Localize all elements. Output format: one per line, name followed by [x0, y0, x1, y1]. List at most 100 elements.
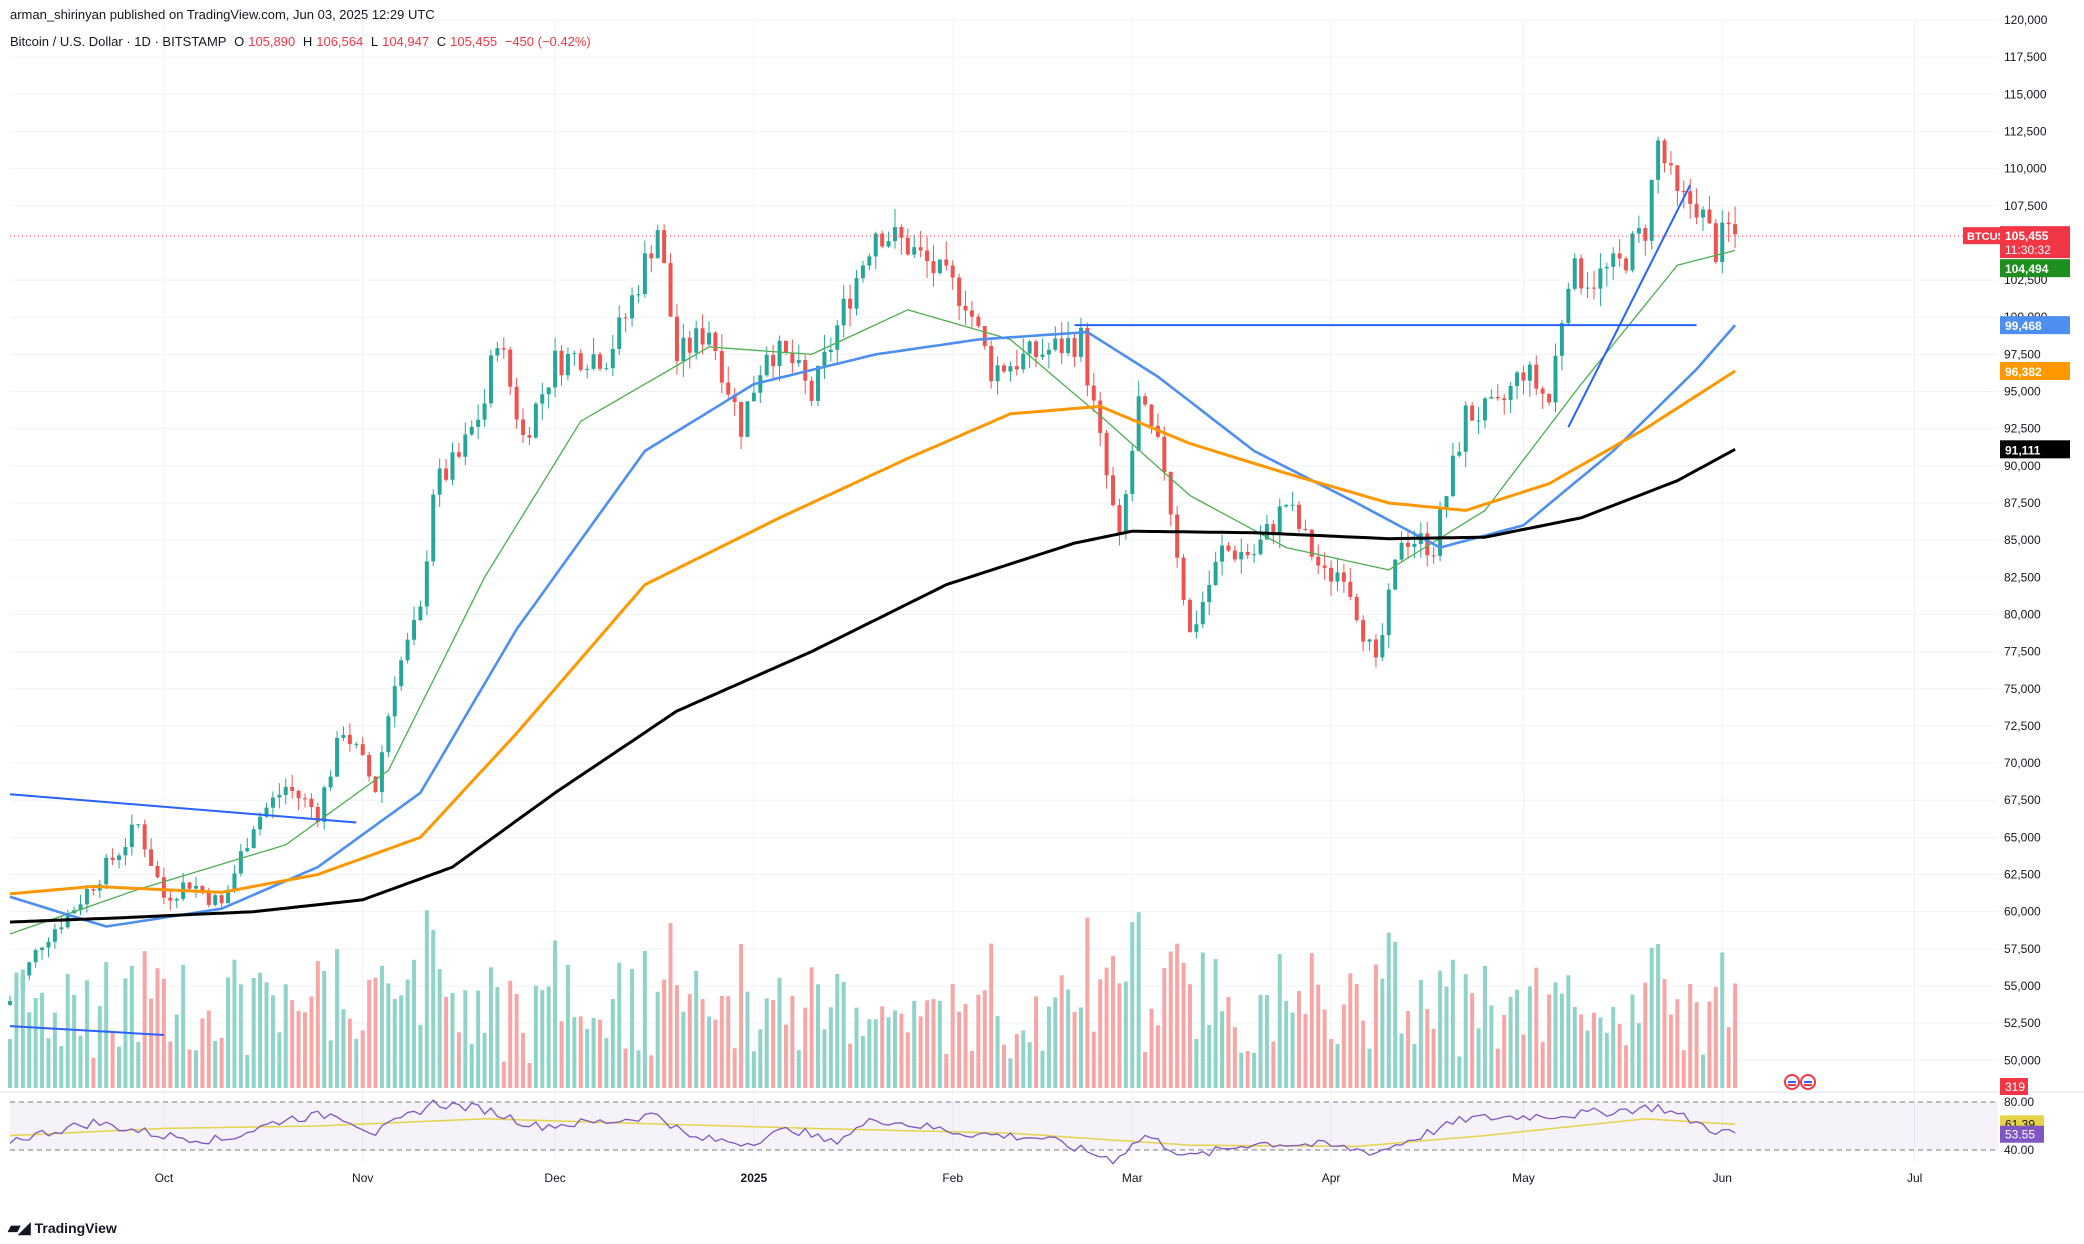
candle-body: [1361, 620, 1366, 642]
volume-bar: [27, 1012, 32, 1088]
candle-body: [40, 947, 45, 951]
volume-bar: [1014, 1034, 1019, 1088]
candle-body: [1521, 372, 1526, 381]
candle-body: [687, 337, 692, 353]
candle-body: [1527, 364, 1532, 381]
volume-bar: [1098, 979, 1103, 1088]
price-axis-tick: 57,500: [2004, 942, 2041, 956]
current-price-value: 105,455: [2005, 229, 2049, 243]
volume-bar: [1701, 1054, 1705, 1088]
candle-body: [732, 394, 737, 402]
candle-body: [822, 351, 827, 366]
volume-bar: [20, 969, 25, 1088]
candle-body: [117, 855, 122, 861]
candle-body: [418, 606, 423, 621]
candle-body: [585, 368, 590, 370]
volume-bar: [1130, 922, 1135, 1088]
volume-bar: [636, 1050, 641, 1088]
volume-bar: [1649, 947, 1654, 1088]
candle-body: [322, 787, 327, 822]
volume-bar: [886, 1017, 891, 1088]
tradingview-logo[interactable]: ▰◢ TradingView: [8, 1218, 117, 1238]
candle-body: [1002, 365, 1006, 372]
date-axis-tick: Feb: [942, 1171, 963, 1185]
volume-bar: [527, 1062, 532, 1088]
ma-value-text: 96,382: [2005, 365, 2042, 379]
candle-body: [174, 898, 179, 901]
us-flag-event-icon[interactable]: [1784, 1074, 1800, 1090]
candle-body: [1444, 496, 1449, 509]
volume-bar: [597, 1019, 602, 1088]
candle-body: [347, 734, 352, 745]
candle-body: [155, 865, 160, 878]
volume-bar: [110, 1031, 115, 1088]
ma-value-text: 91,111: [2005, 443, 2041, 457]
volume-bar: [1297, 991, 1301, 1088]
open-value: 105,890: [248, 34, 296, 49]
candle-body: [1380, 635, 1385, 658]
volume-bar: [822, 1029, 827, 1088]
candle-body: [1457, 451, 1462, 456]
candle-body: [1046, 349, 1051, 355]
rsi-line: [9, 1099, 1736, 1165]
price-axis-tick: 60,000: [2004, 905, 2041, 919]
volume-bar: [1143, 1051, 1148, 1088]
volume-bar: [1040, 1050, 1045, 1088]
volume-bar: [463, 990, 468, 1088]
volume-bar: [1470, 993, 1475, 1088]
volume-bar: [52, 1012, 57, 1088]
candle-body: [1373, 639, 1378, 658]
volume-bar: [328, 1040, 333, 1088]
candle-body: [373, 776, 378, 793]
volume-bar: [1232, 1027, 1237, 1088]
candle-body: [412, 620, 417, 640]
candle-body: [1406, 542, 1411, 547]
volume-bar: [495, 987, 500, 1088]
volume-bar: [835, 973, 840, 1088]
candle-body: [328, 776, 333, 788]
volume-bar: [1572, 1006, 1577, 1088]
volume-bar: [630, 969, 635, 1088]
volume-bar: [1489, 1005, 1494, 1088]
volume-bar: [59, 1046, 64, 1088]
candle-body: [636, 294, 641, 296]
volume-bar: [739, 943, 744, 1088]
candle-body: [508, 349, 513, 387]
candle-body: [816, 365, 821, 401]
candle-body: [405, 639, 410, 661]
candle-body: [1598, 268, 1603, 289]
candle-body: [514, 386, 519, 420]
volume-bar: [1476, 1028, 1481, 1088]
volume-bar: [751, 1051, 756, 1088]
volume-bar: [206, 1010, 211, 1088]
volume-bar: [1264, 995, 1269, 1088]
volume-bar: [925, 1000, 930, 1088]
volume-bar: [1406, 1011, 1411, 1088]
volume-bar: [1200, 952, 1205, 1088]
volume-bar: [912, 1000, 917, 1088]
volume-bar: [828, 1007, 833, 1088]
volume-bar: [655, 991, 660, 1088]
candle-body: [123, 846, 128, 856]
trendline: [9, 793, 357, 824]
candle-body: [597, 354, 602, 369]
volume-bar: [1668, 1014, 1673, 1088]
volume-bar: [456, 1032, 461, 1088]
candle-body: [1611, 253, 1616, 267]
volume-group: [8, 910, 1738, 1088]
candle-body: [1123, 494, 1128, 533]
candle-body: [777, 340, 782, 367]
candle-body: [713, 332, 718, 352]
candle-body: [1200, 602, 1205, 625]
candle-body: [91, 889, 96, 891]
volume-bar: [392, 998, 397, 1088]
candle-body: [1624, 258, 1629, 271]
volume-bar: [1495, 1048, 1500, 1088]
symbol-name[interactable]: Bitcoin / U.S. Dollar · 1D · BITSTAMP: [10, 34, 227, 49]
us-flag-event-icon[interactable]: [1800, 1074, 1816, 1090]
volume-bar: [1662, 979, 1667, 1088]
rsi-ma-line: [9, 1118, 1736, 1148]
volume-bar: [1636, 1023, 1641, 1088]
